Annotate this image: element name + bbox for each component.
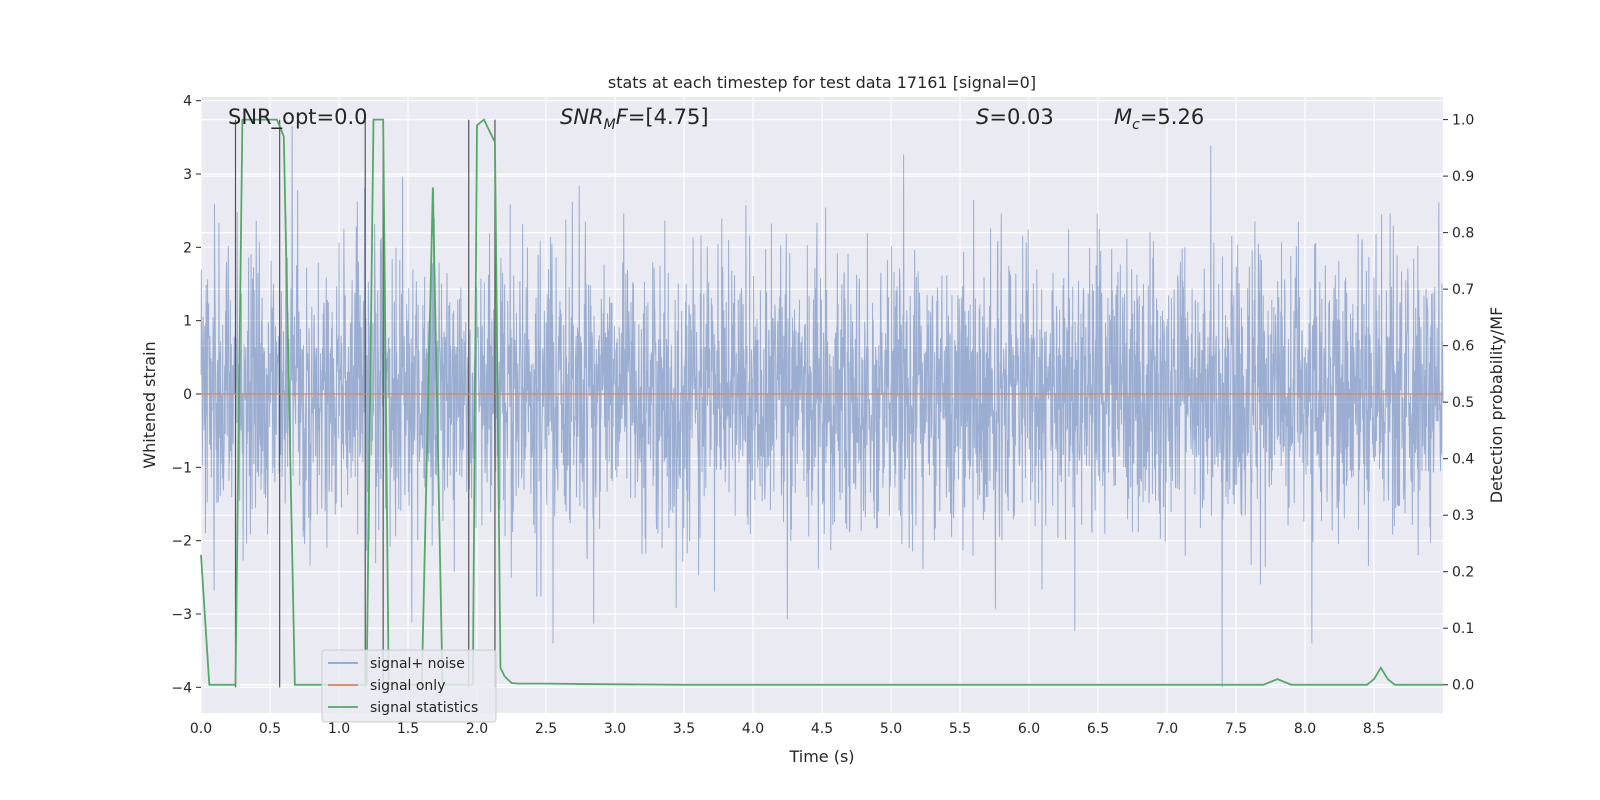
s-value: =0.03 xyxy=(989,105,1053,129)
y-axis-label-right: Detection probability/MF xyxy=(1487,307,1506,504)
mc-value: =5.26 xyxy=(1140,105,1204,129)
y-right-tick-label: 0.8 xyxy=(1452,226,1474,242)
y-right-tick-label: 0.2 xyxy=(1452,565,1474,581)
x-tick-label: 1.0 xyxy=(328,721,350,737)
y-right-tick-label: 0.7 xyxy=(1452,282,1474,298)
y-axis-ticks-left: 4 3 2 1 0 −1 −2 −3 −4 xyxy=(171,94,201,696)
chart-title: stats at each timestep for test data 171… xyxy=(608,73,1036,92)
mc-subscript: c xyxy=(1132,117,1140,133)
legend-label-signal-statistics: signal statistics xyxy=(370,700,478,716)
x-tick-label: 3.0 xyxy=(604,721,626,737)
x-tick-label: 5.0 xyxy=(880,721,902,737)
s-symbol: S xyxy=(976,105,989,129)
x-tick-label: 4.0 xyxy=(742,721,764,737)
y-right-tick-label: 0.1 xyxy=(1452,621,1474,637)
y-tick-label: 2 xyxy=(183,240,192,256)
vertical-markers xyxy=(234,119,496,688)
x-tick-label: 8.5 xyxy=(1363,721,1385,737)
mc-annotation: Mc=5.26 xyxy=(1114,105,1204,133)
signal-noise-trace xyxy=(200,125,1444,688)
y-tick-label: −4 xyxy=(171,680,192,696)
legend: signal+ noise signal only signal statist… xyxy=(321,649,497,723)
legend-box xyxy=(321,649,497,723)
legend-label-signal-only: signal only xyxy=(370,678,445,694)
snr-mf-f: F xyxy=(616,105,629,129)
x-tick-label: 6.5 xyxy=(1087,721,1109,737)
y-right-tick-label: 0.9 xyxy=(1452,169,1474,185)
y-right-tick-label: 0.5 xyxy=(1452,395,1474,411)
x-tick-label: 6.0 xyxy=(1018,721,1040,737)
y-right-tick-label: 0.4 xyxy=(1452,452,1474,468)
x-axis-ticks: 0.0 0.5 1.0 1.5 2.0 2.5 3.0 3.5 4.0 4.5 5.0 5.5 6.0 6… xyxy=(190,721,1385,737)
x-tick-label: 4.5 xyxy=(811,721,833,737)
y-tick-label: 4 xyxy=(183,94,192,110)
x-axis-label: Time (s) xyxy=(788,747,854,766)
mc-symbol: M xyxy=(1114,105,1132,129)
noise-series xyxy=(200,125,1444,688)
snr-mf-symbol: SNR xyxy=(560,105,604,129)
snr-opt-annotation: SNR_opt=0.0 xyxy=(228,105,368,130)
y-right-tick-label: 0.6 xyxy=(1452,339,1474,355)
snr-mf-subscript: M xyxy=(604,117,616,133)
y-right-tick-label: 1.0 xyxy=(1452,113,1474,129)
y-right-tick-label: 0.3 xyxy=(1452,508,1474,524)
x-tick-label: 5.5 xyxy=(949,721,971,737)
y-tick-label: 1 xyxy=(183,314,192,330)
x-tick-label: 3.5 xyxy=(673,721,695,737)
x-tick-label: 0.0 xyxy=(190,721,212,737)
y-tick-label: 3 xyxy=(183,167,192,183)
snr-mf-annotation: SNRMF=[4.75] xyxy=(560,105,709,133)
y-tick-label: −3 xyxy=(171,607,192,623)
y-right-tick-label: 0.0 xyxy=(1452,678,1474,694)
legend-label-signal-noise: signal+ noise xyxy=(370,656,465,672)
s-annotation: S=0.03 xyxy=(976,105,1054,129)
x-tick-label: 7.5 xyxy=(1225,721,1247,737)
y-tick-label: 0 xyxy=(183,387,192,403)
x-tick-label: 7.0 xyxy=(1156,721,1178,737)
snr-mf-value: =[4.75] xyxy=(628,105,709,129)
x-tick-label: 2.5 xyxy=(535,721,557,737)
y-tick-label: −1 xyxy=(171,460,192,476)
signal-statistics-line xyxy=(200,118,1443,686)
y-axis-ticks-right: 1.0 0.9 0.8 0.7 0.6 0.5 0.4 0.3 0.2 0.1 0.0 xyxy=(1443,113,1474,694)
x-tick-label: 1.5 xyxy=(397,721,419,737)
x-tick-label: 2.0 xyxy=(466,721,488,737)
y-tick-label: −2 xyxy=(171,534,192,550)
x-tick-label: 0.5 xyxy=(259,721,281,737)
y-axis-label-left: Whitened strain xyxy=(140,341,159,468)
x-tick-label: 8.0 xyxy=(1294,721,1316,737)
